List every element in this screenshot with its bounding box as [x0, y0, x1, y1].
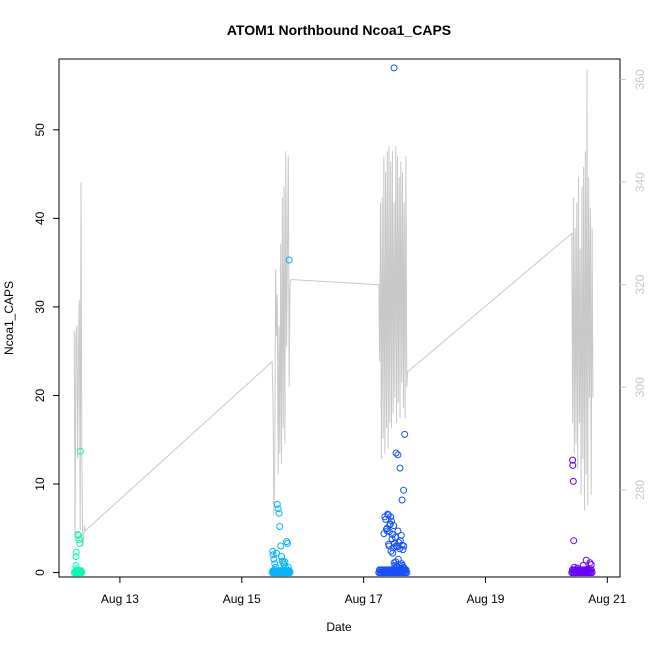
- data-point: [386, 520, 394, 528]
- y2-tick-label: 360: [633, 69, 647, 89]
- data-point: [397, 531, 405, 539]
- data-point: [271, 560, 279, 568]
- data-point: [569, 456, 577, 464]
- y-tick-label: 30: [33, 300, 47, 314]
- data-point: [389, 549, 397, 557]
- data-point: [570, 563, 578, 571]
- data-point: [278, 553, 285, 561]
- data-point: [270, 555, 278, 563]
- y2-tick-label: 280: [633, 479, 647, 499]
- data-point: [392, 449, 400, 457]
- y-axis-left: 0 10 20 30 40 50: [33, 123, 59, 576]
- chart-title: ATOM1 Northbound Ncoa1_CAPS: [227, 22, 451, 38]
- data-point: [586, 559, 594, 567]
- data-point: [72, 565, 80, 573]
- data-point: [284, 539, 291, 547]
- data-point: [390, 522, 398, 530]
- y-tick-label: 40: [33, 211, 47, 225]
- data-point: [390, 64, 398, 72]
- right-axis-line-layer: [73, 69, 594, 547]
- y-tick-label: 10: [33, 477, 47, 491]
- data-point: [275, 509, 283, 517]
- data-point: [273, 500, 281, 508]
- x-tick-label: Aug 15: [223, 592, 261, 606]
- data-point: [272, 563, 280, 571]
- data-point: [584, 565, 592, 573]
- data-point: [269, 547, 277, 555]
- data-point: [77, 567, 85, 575]
- data-point: [587, 566, 595, 574]
- data-point: [75, 536, 83, 544]
- x-tick-label: Aug 13: [101, 592, 139, 606]
- data-point: [401, 430, 409, 438]
- data-point: [269, 551, 277, 559]
- y-tick-label: 20: [33, 388, 47, 402]
- data-point: [569, 477, 577, 485]
- data-point: [75, 531, 82, 539]
- data-point: [399, 563, 407, 571]
- data-point: [396, 464, 404, 472]
- data-point: [399, 546, 407, 554]
- data-point: [385, 528, 393, 536]
- data-point: [72, 548, 80, 556]
- data-point: [76, 447, 84, 455]
- scatter-series-4: [568, 456, 596, 577]
- y2-tick-label: 300: [633, 377, 647, 397]
- data-point: [387, 547, 395, 555]
- data-point: [394, 555, 402, 563]
- data-point: [587, 561, 595, 569]
- data-point: [72, 553, 80, 561]
- scatter-points-layer: [70, 64, 596, 577]
- data-point: [400, 542, 408, 550]
- scatter-series-3: [375, 64, 411, 577]
- scatter-series-1: [70, 447, 86, 577]
- y2-tick-label: 320: [633, 274, 647, 294]
- plot-frame: [58, 58, 621, 578]
- data-point: [285, 256, 293, 264]
- data-point: [274, 505, 282, 513]
- y2-tick-label: 340: [633, 172, 647, 192]
- data-point: [400, 564, 408, 572]
- data-point: [398, 496, 406, 504]
- scatter-series-2: [268, 256, 294, 577]
- y-tick-label: 0: [33, 569, 47, 576]
- data-point: [277, 542, 285, 550]
- data-point: [573, 564, 581, 572]
- data-point: [570, 537, 578, 545]
- data-point: [284, 563, 292, 571]
- x-tick-label: Aug 21: [588, 592, 626, 606]
- data-point: [276, 523, 284, 530]
- data-point: [579, 562, 587, 569]
- x-tick-label: Aug 17: [345, 592, 383, 606]
- data-point: [394, 527, 402, 535]
- right-axis-series-line: [73, 69, 594, 547]
- data-point: [396, 537, 404, 545]
- data-point: [400, 486, 408, 494]
- data-point: [394, 451, 402, 459]
- y-axis-right: 280 300 320 340 360: [620, 69, 647, 500]
- y-tick-label: 50: [33, 123, 47, 137]
- x-tick-label: Aug 19: [466, 592, 504, 606]
- y-axis-label: Ncoa1_CAPS: [2, 281, 16, 355]
- data-point: [569, 461, 577, 469]
- x-axis-label: Date: [326, 620, 352, 634]
- data-point: [273, 549, 280, 557]
- data-point: [72, 562, 80, 569]
- data-point: [384, 510, 392, 518]
- x-axis: Aug 13 Aug 15 Aug 17 Aug 19 Aug 21: [101, 577, 627, 606]
- data-point: [76, 539, 84, 547]
